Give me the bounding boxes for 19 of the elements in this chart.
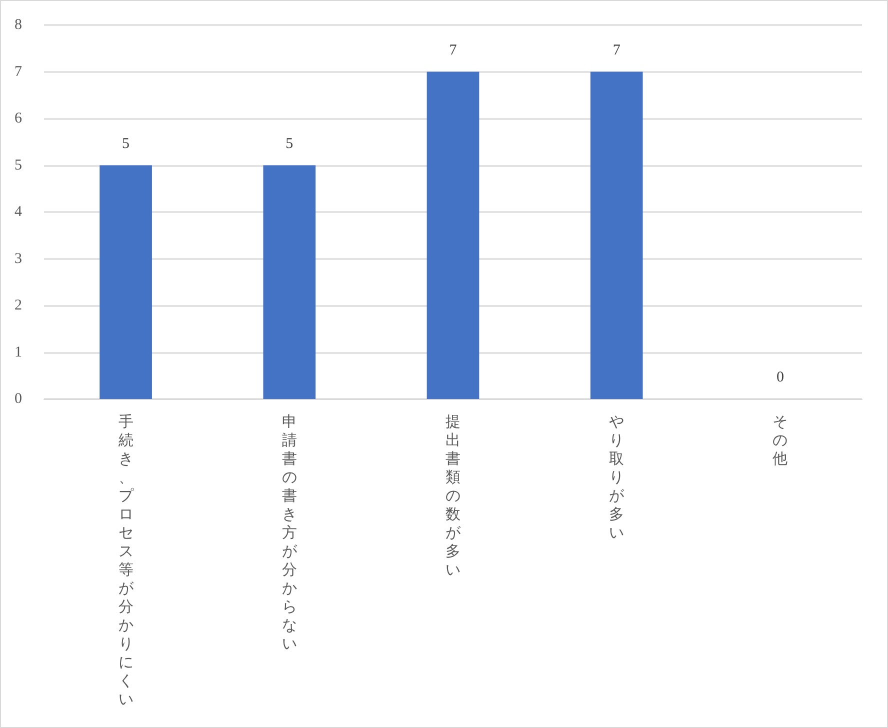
data-label: 5 bbox=[122, 136, 130, 152]
y-tick-label: 1 bbox=[14, 344, 22, 360]
x-tick-label: その他 bbox=[772, 414, 788, 468]
y-tick-label: 3 bbox=[14, 250, 22, 267]
x-tick-label: やり取りが多い bbox=[609, 414, 626, 542]
y-tick-label: 8 bbox=[14, 17, 22, 33]
y-tick-label: 5 bbox=[14, 157, 22, 174]
y-tick-label: 0 bbox=[14, 391, 22, 407]
y-tick-label: 4 bbox=[14, 204, 22, 220]
y-tick-label: 2 bbox=[14, 298, 22, 314]
data-label: 7 bbox=[449, 42, 458, 58]
y-tick-label: 7 bbox=[14, 64, 22, 80]
category-label: 申請書の書き方が分からない bbox=[282, 414, 297, 652]
category-label: 手続き、プロセス等が分かりにくい bbox=[118, 414, 134, 708]
data-label: 0 bbox=[776, 370, 784, 386]
data-label: 5 bbox=[286, 136, 294, 152]
y-tick-label: 6 bbox=[14, 110, 22, 126]
category-label: 提出書類の数が多い bbox=[446, 414, 460, 578]
data-label: 7 bbox=[612, 42, 621, 58]
